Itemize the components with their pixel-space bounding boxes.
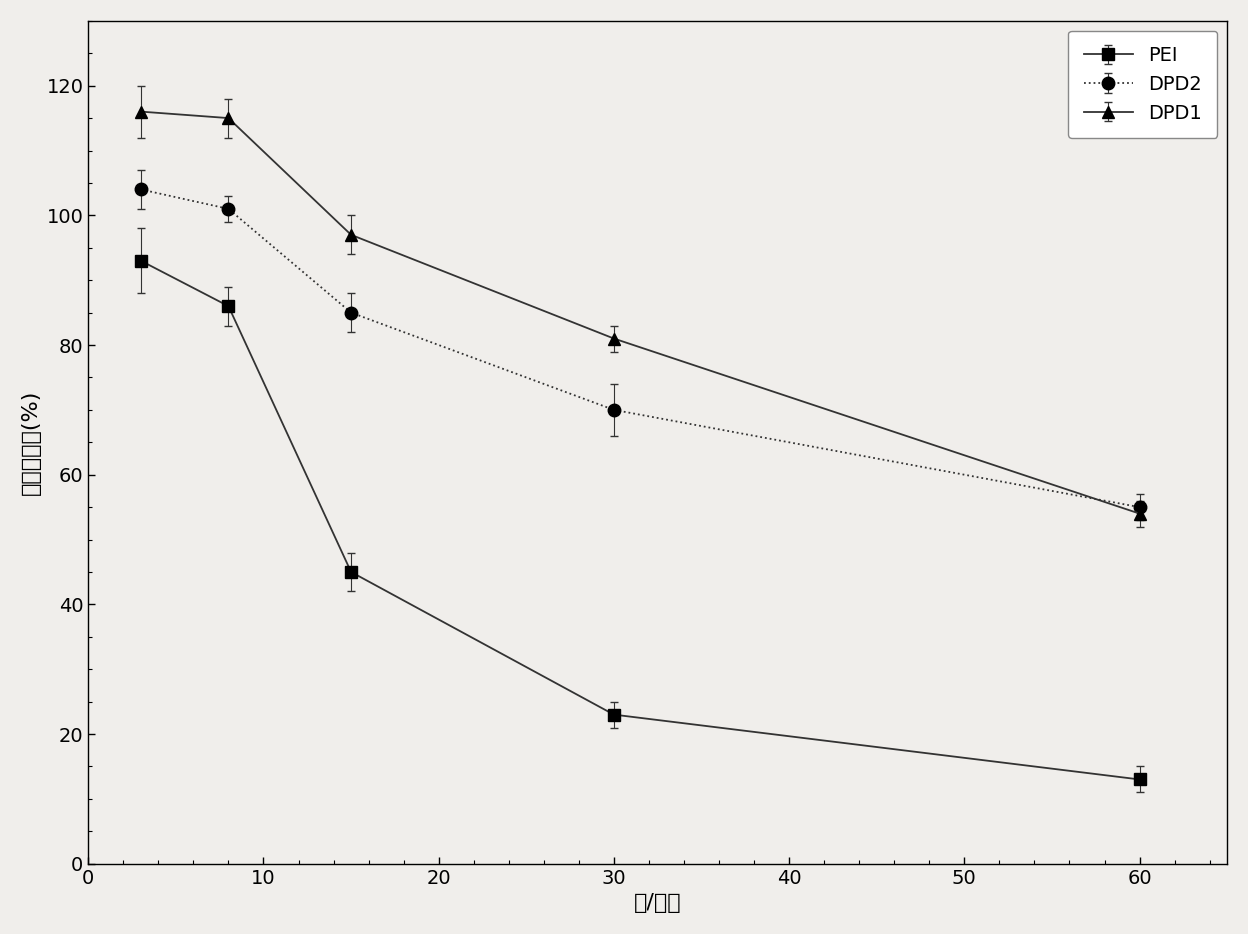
Y-axis label: 细胞存活率(%): 细胞存活率(%) — [21, 389, 41, 495]
Legend: PEI, DPD2, DPD1: PEI, DPD2, DPD1 — [1068, 31, 1218, 138]
X-axis label: 氮/磷比: 氮/磷比 — [634, 893, 681, 913]
